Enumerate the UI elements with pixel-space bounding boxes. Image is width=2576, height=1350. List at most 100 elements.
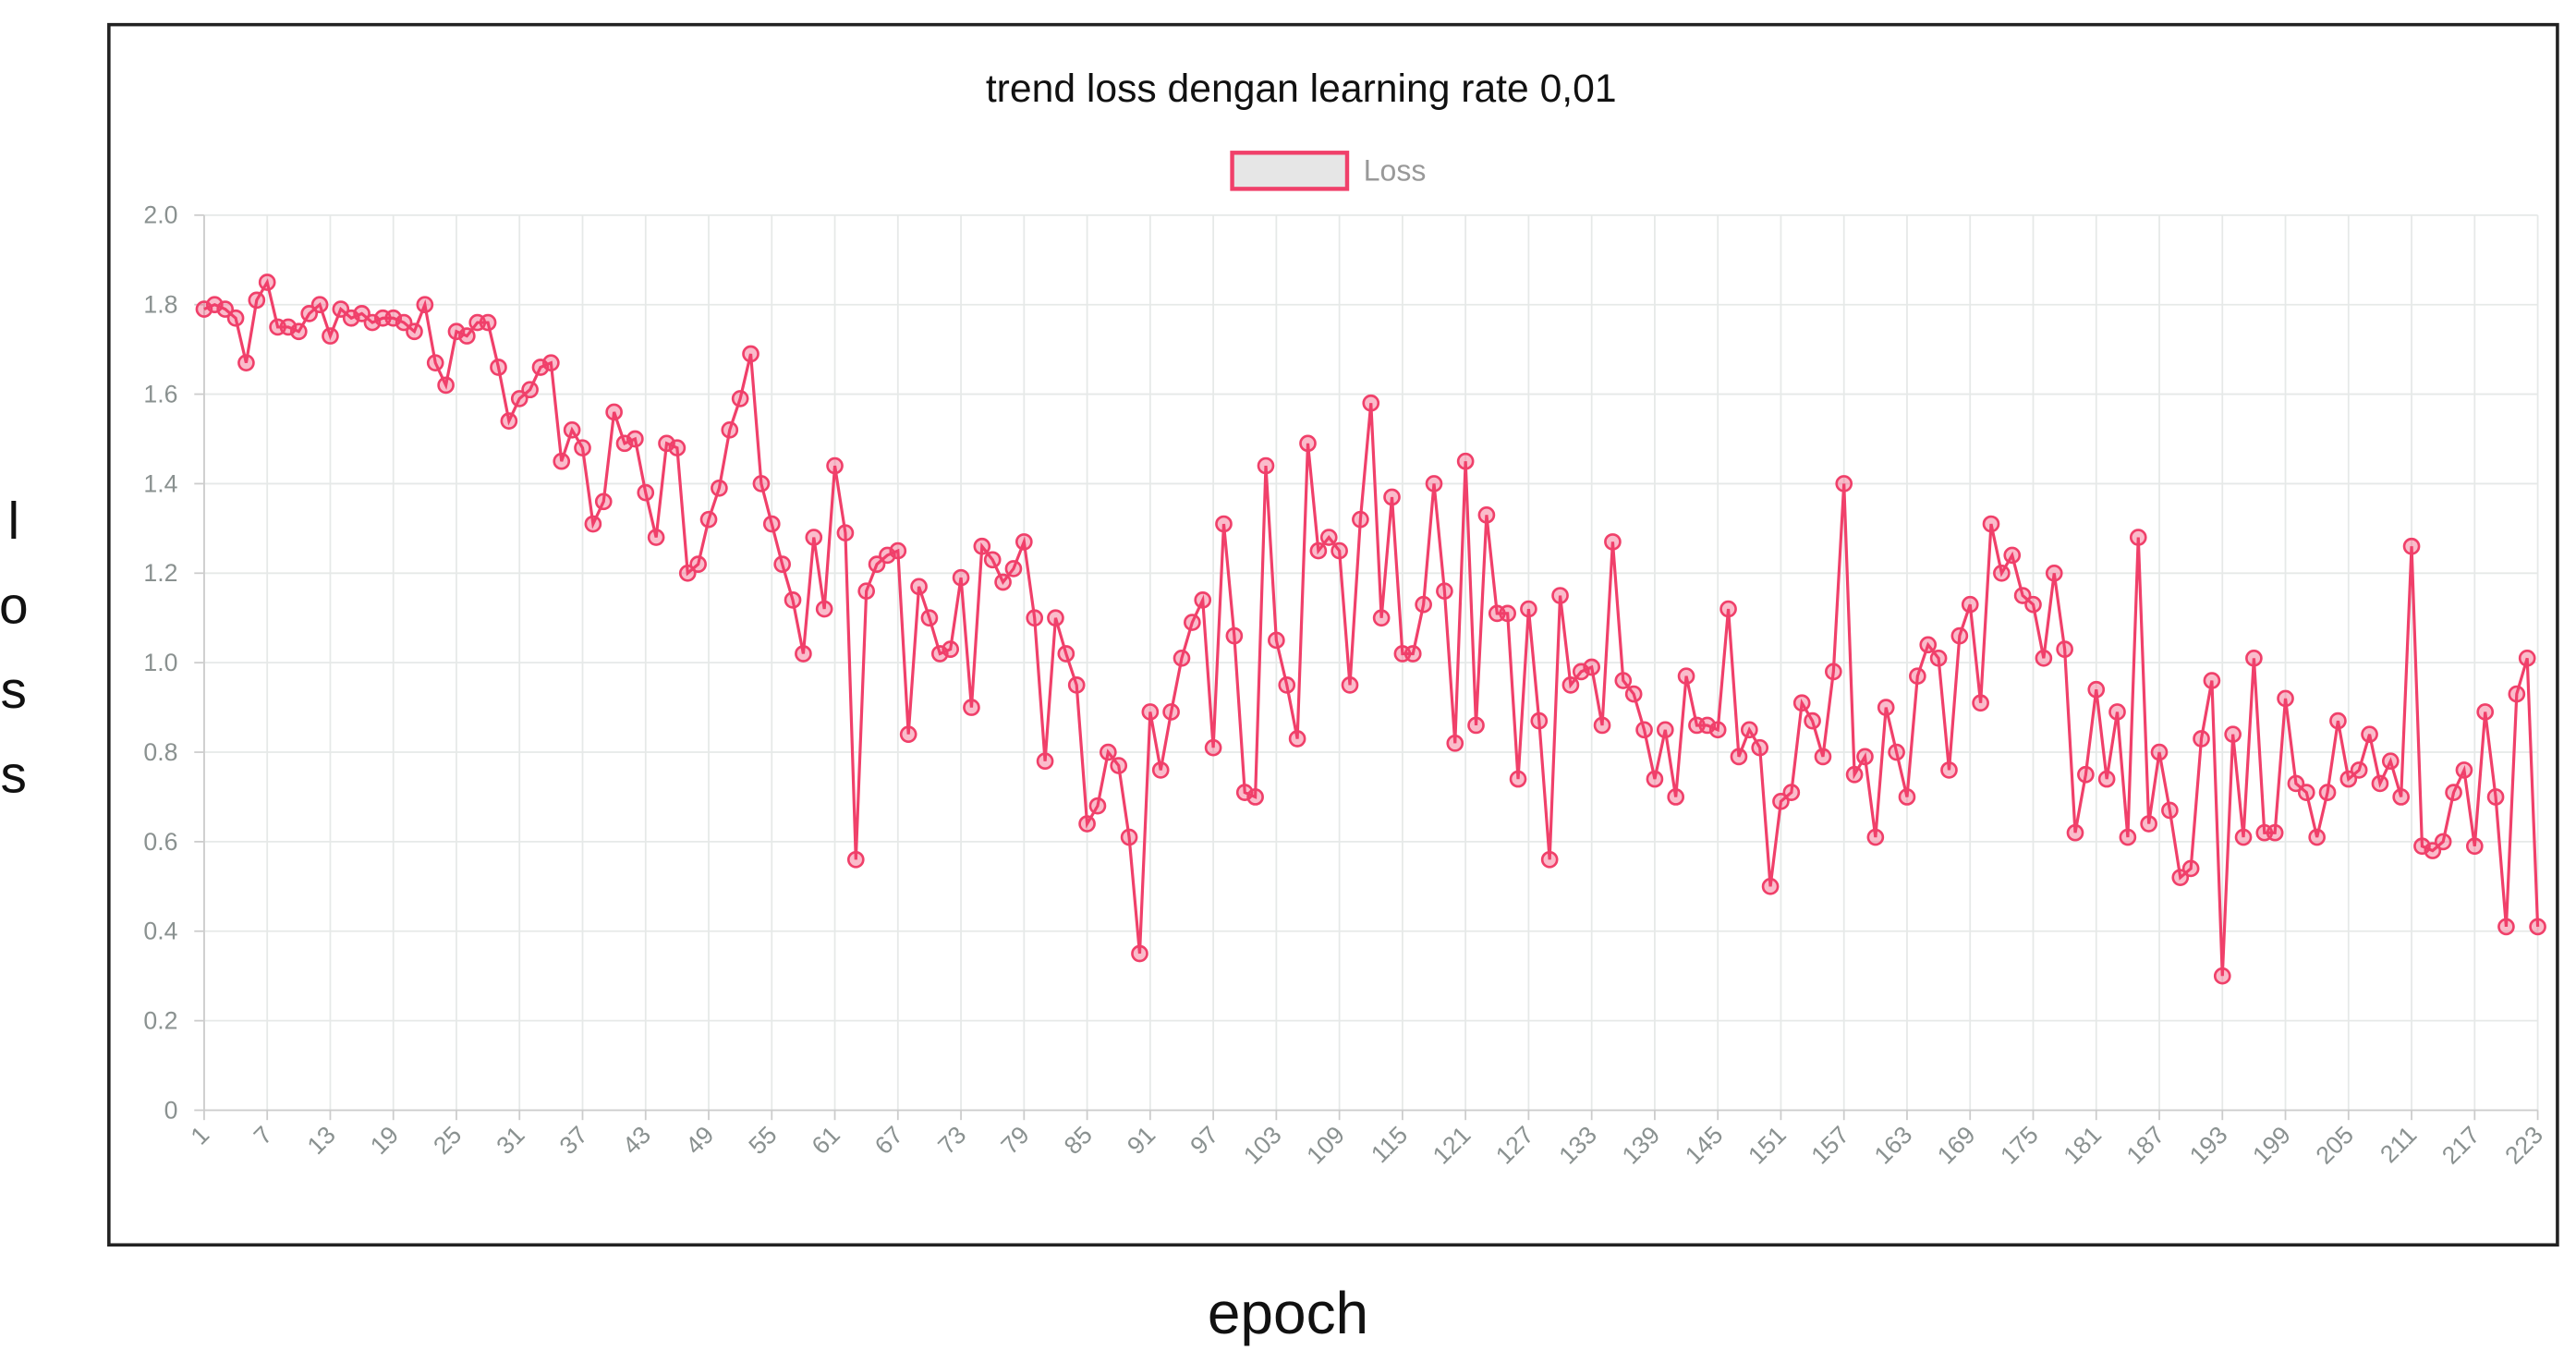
y-tick-label: 0	[164, 1096, 178, 1124]
data-point	[1583, 658, 1601, 676]
data-point	[1288, 730, 1306, 748]
data-point	[1929, 649, 1948, 667]
y-tick-label: 0.2	[143, 1007, 177, 1035]
data-point	[2361, 725, 2378, 743]
data-point	[1961, 595, 1979, 614]
data-point	[490, 359, 507, 376]
data-point	[542, 354, 560, 371]
data-point	[1593, 716, 1611, 735]
data-point	[1509, 770, 1527, 788]
data-point	[2140, 815, 2157, 833]
data-point	[2056, 640, 2073, 658]
data-point	[1131, 944, 1148, 963]
data-point	[1141, 703, 1160, 721]
data-point	[426, 354, 444, 371]
data-point	[2455, 761, 2473, 779]
data-point	[1047, 609, 1064, 627]
data-point	[1761, 878, 1780, 895]
data-point	[2213, 967, 2231, 985]
data-point	[1677, 667, 1695, 686]
data-point	[1919, 636, 1938, 654]
data-point	[699, 510, 718, 529]
y-tick-label: 0.4	[143, 918, 177, 945]
data-point	[1362, 394, 1380, 412]
data-point	[836, 524, 855, 542]
data-point	[1151, 761, 1170, 779]
data-point	[1624, 685, 1643, 703]
data-point	[1792, 694, 1811, 712]
data-point	[1026, 609, 1044, 627]
data-point	[1319, 529, 1338, 546]
data-point	[2077, 765, 2095, 784]
data-point	[1825, 663, 1842, 681]
data-point	[1278, 676, 1296, 694]
data-point	[1477, 506, 1496, 524]
data-point	[1635, 721, 1653, 739]
data-point	[1866, 828, 1885, 846]
data-point	[1088, 797, 1107, 815]
data-point	[2445, 784, 2462, 801]
data-point	[1100, 743, 1117, 761]
data-point	[1730, 748, 1748, 766]
data-point	[1467, 716, 1485, 735]
data-point	[815, 600, 833, 618]
data-point	[1646, 770, 1664, 788]
data-point	[742, 345, 759, 363]
y-tick-label: 1.8	[143, 291, 177, 319]
data-point	[2203, 672, 2221, 689]
data-point	[826, 456, 844, 475]
data-point	[952, 568, 970, 587]
data-point	[1993, 564, 2011, 582]
data-point	[2318, 784, 2337, 801]
data-point	[1425, 475, 1443, 493]
data-point	[1004, 560, 1023, 578]
data-point	[1972, 694, 1989, 712]
data-point	[1614, 672, 1633, 689]
data-point	[2161, 801, 2179, 820]
chart-title: trend loss dengan learning rate 0,01	[986, 67, 1617, 111]
data-point	[2150, 743, 2169, 761]
data-point	[2129, 529, 2147, 546]
data-point	[1352, 510, 1369, 529]
data-point	[626, 430, 644, 448]
data-point	[2402, 537, 2421, 555]
data-point	[2024, 595, 2042, 614]
data-point	[963, 699, 980, 716]
data-point	[500, 412, 518, 430]
series-line	[203, 278, 2540, 977]
y-tick-label: 0.6	[143, 828, 177, 856]
y-tick-label: 1.0	[143, 649, 177, 676]
data-point	[1856, 748, 1874, 766]
data-point	[1950, 626, 1969, 645]
legend-label: Loss	[1364, 154, 1427, 188]
data-point	[1456, 452, 1475, 470]
data-point	[1184, 614, 1201, 631]
data-point	[2371, 774, 2389, 793]
data-point	[795, 645, 812, 663]
data-point	[1520, 600, 1537, 618]
data-point	[416, 296, 434, 314]
data-point	[553, 452, 571, 470]
data-point	[994, 573, 1012, 591]
x-axis-title: epoch	[1208, 1280, 1368, 1346]
y-tick-label: 1.2	[143, 559, 177, 587]
data-point	[605, 403, 623, 421]
data-point	[2434, 833, 2452, 851]
y-tick-label: 0.8	[143, 738, 177, 766]
data-point	[521, 381, 539, 399]
y-tick-label: 2.0	[143, 201, 177, 229]
data-point	[1246, 788, 1264, 806]
data-point	[1561, 676, 1580, 694]
data-point	[910, 578, 928, 596]
data-point	[1751, 738, 1769, 757]
data-point	[1257, 456, 1275, 475]
data-point	[1898, 788, 1916, 806]
y-tick-label: 1.6	[143, 380, 177, 407]
data-point	[1331, 541, 1348, 560]
data-point	[889, 541, 907, 560]
chart-frame	[107, 22, 2559, 1247]
data-point	[1740, 721, 1758, 739]
data-point	[1656, 721, 1674, 739]
data-point	[942, 640, 960, 658]
data-point	[1804, 711, 1821, 730]
